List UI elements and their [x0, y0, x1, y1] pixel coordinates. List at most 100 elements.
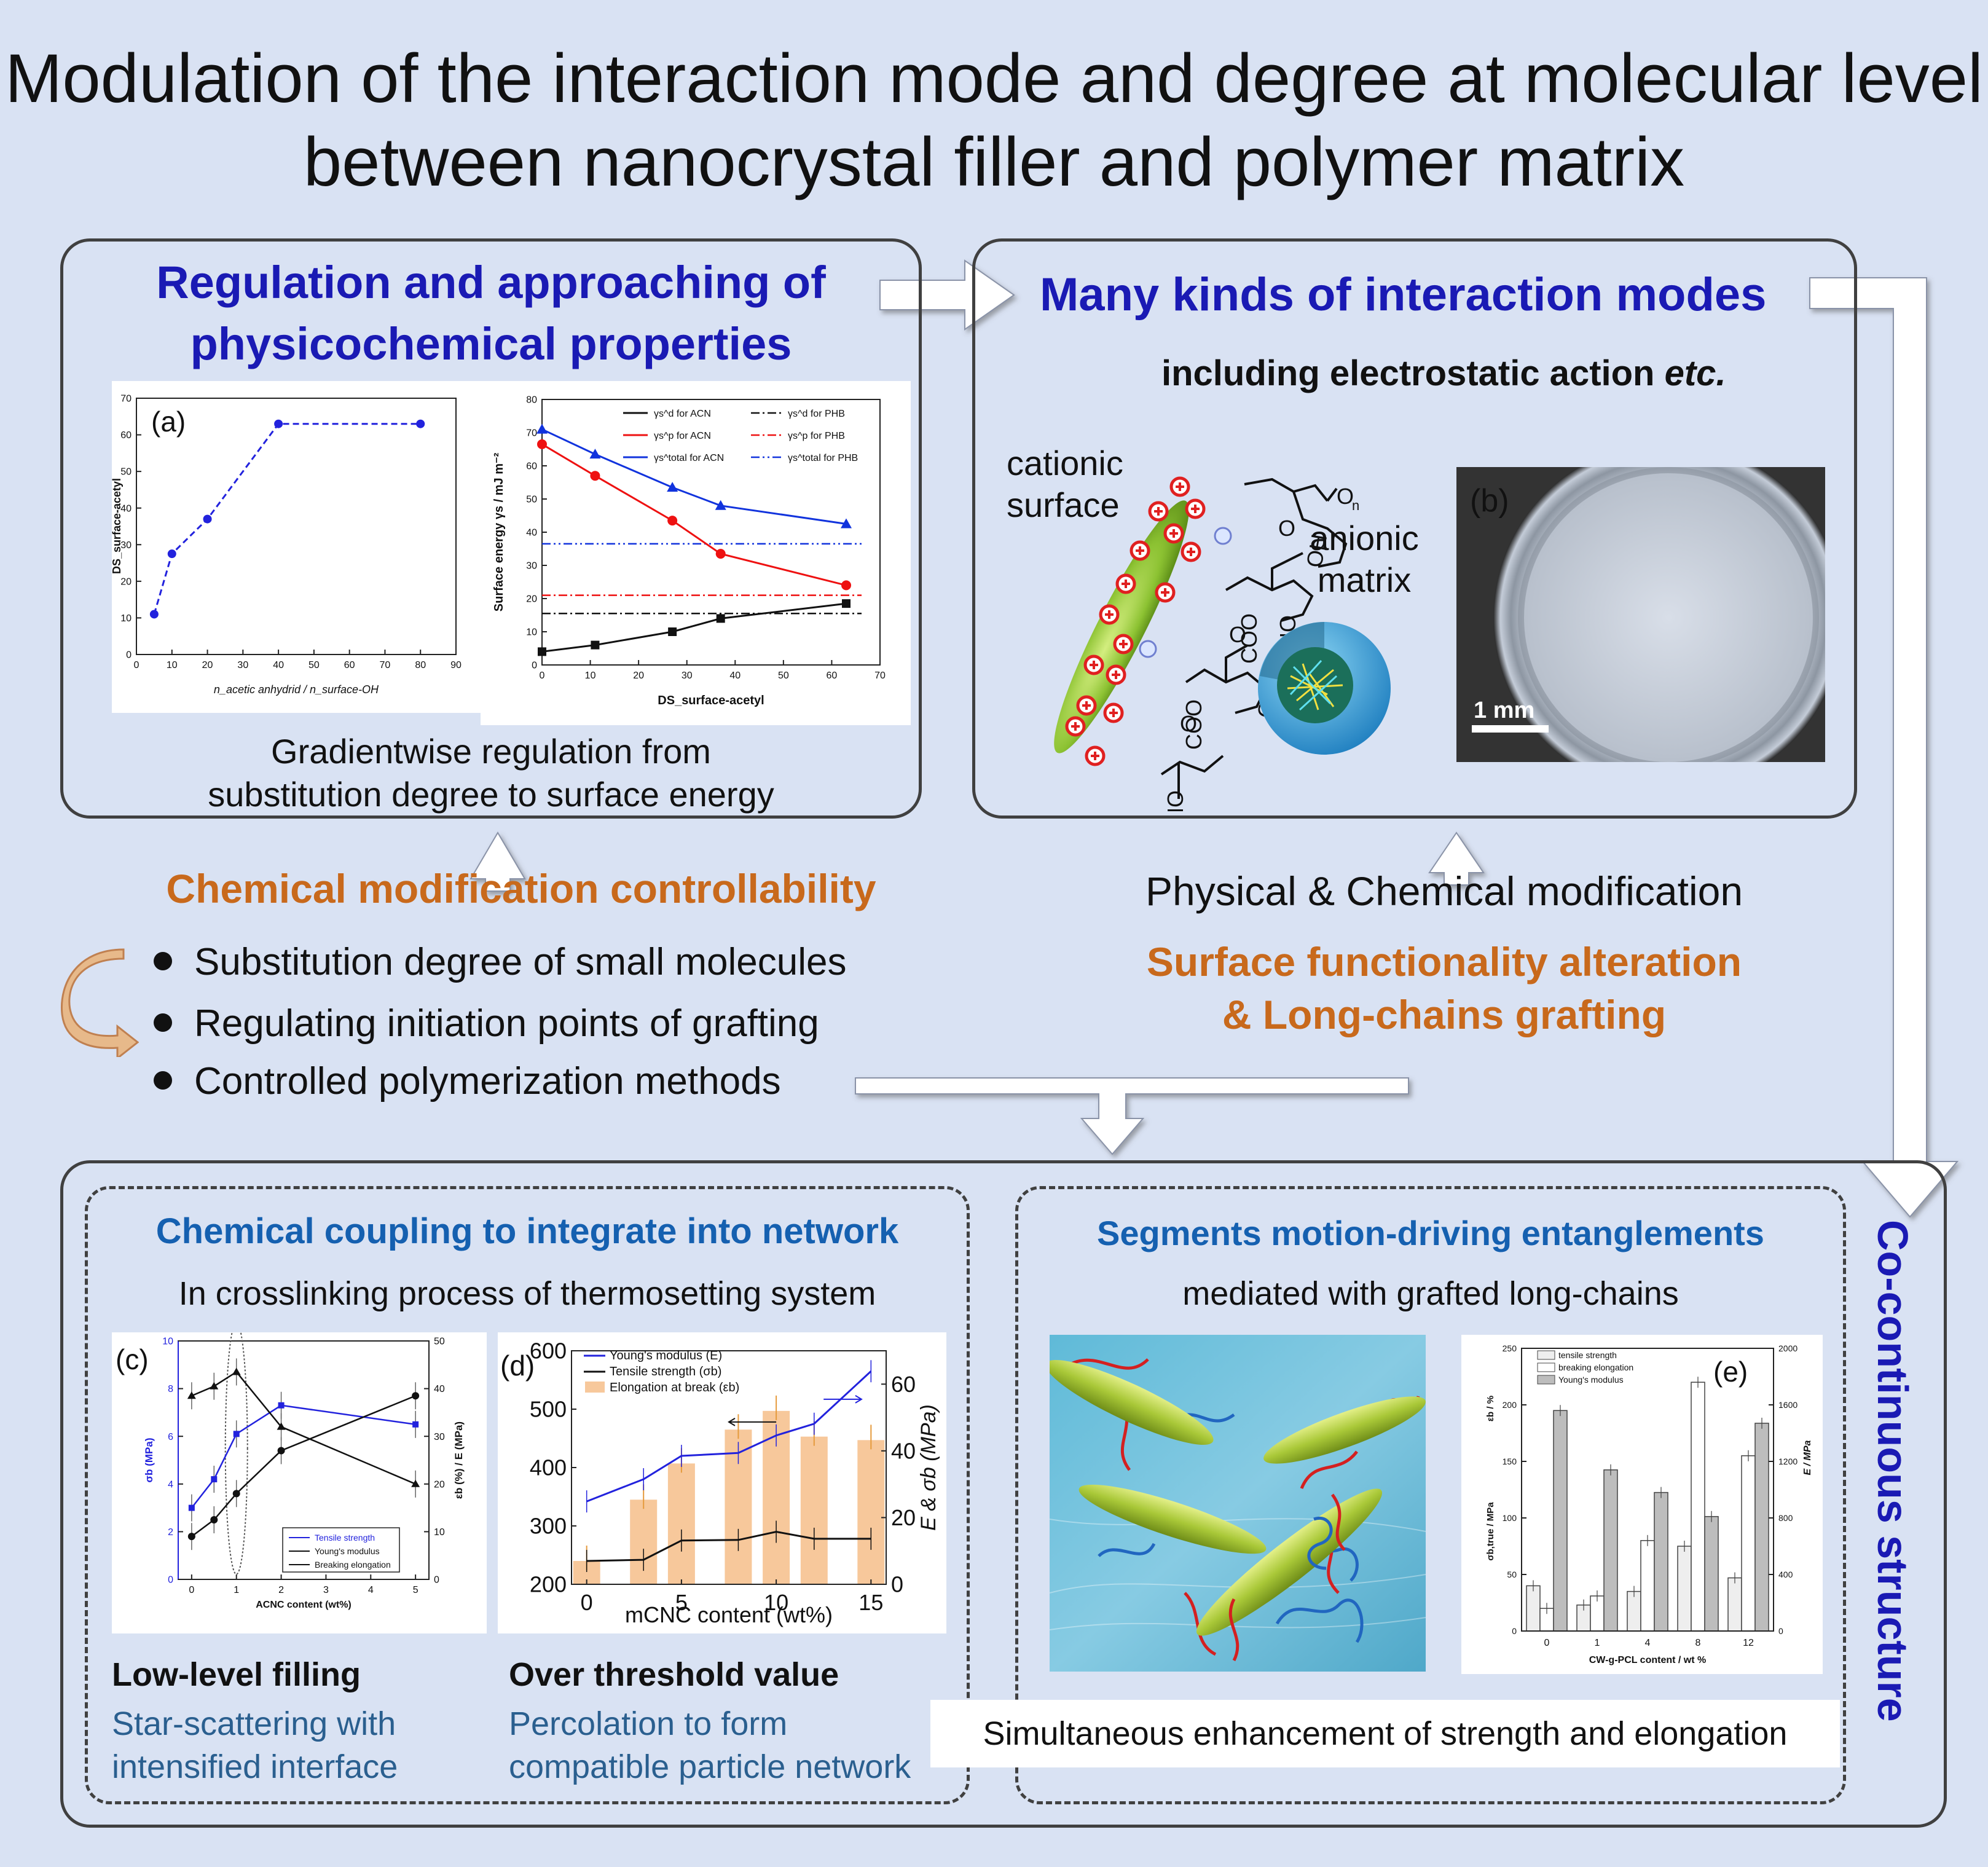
data-point: [716, 614, 725, 623]
x-tick-label: 5: [675, 1590, 688, 1615]
x-tick-label: 70: [380, 660, 391, 670]
anionic-matrix-sphere: [1258, 622, 1391, 755]
data-point: [232, 1490, 240, 1498]
legend-label: Young's modulus: [1558, 1375, 1624, 1385]
heading-line-1: Regulation and approaching of: [156, 257, 826, 308]
subheading-etc: etc.: [1664, 353, 1726, 393]
co-continuous-label: Co-continuous structure: [1869, 1220, 1917, 1722]
data-point: [211, 1476, 218, 1483]
data-point: [537, 439, 547, 449]
y-tick-label: 10: [120, 613, 132, 624]
y-tick-label: 800: [1778, 1513, 1793, 1523]
y-tick-label: 0: [891, 1572, 903, 1597]
chart-e-box: 0 1 4 8 12 0 50 100 150 200 250 0 400 800 1200 1600 2000…: [1461, 1335, 1823, 1674]
bullet-dot: [154, 951, 172, 970]
microcapsule-image: 1 mm (b): [1456, 467, 1825, 762]
x-axis-label: mCNC content (wt%): [625, 1602, 833, 1627]
y-axis-label: σb (MPa): [143, 1437, 155, 1482]
y-tick-label: 0: [1778, 1626, 1783, 1636]
chart-d: 0 5 10 15 200 300 400 500 600 0 20 40 60 Young's modu…: [500, 1338, 940, 1627]
x-tick-label: 4: [1645, 1638, 1651, 1648]
y-tick-label: 200: [1503, 1400, 1517, 1410]
arrow-left-to-right: [879, 259, 1015, 331]
y-tick-label: 50: [434, 1337, 445, 1347]
data-point: [274, 419, 283, 428]
orange-line-2: & Long-chains grafting: [1222, 992, 1667, 1037]
arrow-up-left: [469, 831, 526, 892]
plus-charge-icon: [1115, 573, 1136, 594]
arrow-bullets-to-bottom: [855, 1077, 1409, 1155]
x-tick-label: 70: [874, 670, 886, 681]
y-tick-label: 10: [434, 1527, 445, 1538]
plus-charge-icon: [1083, 654, 1104, 675]
x-tick-label: 8: [1695, 1638, 1701, 1648]
bullet-dot: [154, 1013, 172, 1032]
low-level-title: Low-level filling: [112, 1656, 361, 1693]
crosslinking-subheading: In crosslinking process of thermosetting…: [178, 1275, 876, 1312]
svg-text:OH: OH: [1302, 532, 1332, 569]
entanglements-heading: Segments motion-driving entanglements: [1097, 1214, 1764, 1252]
y-tick-label: 6: [168, 1432, 173, 1442]
legend-label: tensile strength: [1558, 1350, 1617, 1360]
negative-charges: [1139, 527, 1232, 658]
y-tick-label: 400: [530, 1455, 567, 1480]
positive-charges: [1065, 476, 1206, 766]
legend-label: Young's modulus: [315, 1546, 380, 1556]
arrow-up-right: [1428, 831, 1485, 886]
co-continuous-label-wrap: Co-continuous structure: [1869, 1220, 1936, 1810]
page-title: Modulation of the interaction mode and d…: [0, 37, 1988, 204]
legend-swatch: [1537, 1350, 1555, 1360]
y-tick-label: 20: [891, 1505, 916, 1530]
x-tick-label: 3: [323, 1585, 329, 1595]
bullet-text-3: Controlled polymerization methods: [194, 1060, 781, 1103]
electrostatic-illustration: COO COO HO OH OH HO O O O O n: [1054, 476, 1391, 811]
plus-charge-icon: [1181, 541, 1201, 562]
legend-label: Tensile strength (σb): [610, 1365, 721, 1378]
anionic-line-2: matrix: [1317, 560, 1412, 599]
chart-surface-energy-box: 0 10 20 30 40 50 60 70 0 10 20 30 40 50 60 70 80 γs^d for…: [481, 381, 911, 725]
y-axis-label-2: εb / %: [1485, 1396, 1496, 1421]
x-tick-label: 0: [1544, 1638, 1550, 1648]
highlight-ellipse: [224, 1321, 248, 1575]
x-tick-label: 40: [273, 660, 284, 670]
legend-label: Young's modulus (E): [610, 1349, 722, 1362]
y-tick-label: 20: [120, 576, 132, 587]
y-tick-label: 40: [891, 1438, 916, 1463]
anionic-polymer-chain: [1160, 478, 1348, 799]
legend-label: Breaking elongation: [315, 1560, 391, 1570]
x-tick-label: 1: [1595, 1638, 1600, 1648]
plus-charge-icon: [1106, 664, 1126, 685]
cationic-surface-label: cationic surface: [1007, 442, 1123, 526]
y-tick-label: 60: [891, 1372, 916, 1397]
y-tick-label: 50: [526, 495, 537, 505]
svg-text:n: n: [1352, 498, 1359, 513]
svg-text:O: O: [1337, 484, 1354, 509]
legend-swatch: [1537, 1375, 1555, 1385]
data-point: [210, 1516, 218, 1523]
bar: [1526, 1585, 1541, 1632]
x-tick-label: 0: [581, 1590, 593, 1615]
bar: [857, 1440, 885, 1584]
y-tick-label: 0: [532, 661, 537, 671]
data-point: [668, 627, 677, 636]
chart-d-box: 0 5 10 15 200 300 400 500 600 0 20 40 60 Young's modu…: [498, 1332, 946, 1633]
legend-label: breaking elongation: [1558, 1362, 1633, 1372]
x-tick-label: 10: [585, 670, 596, 681]
heading-line-2: physicochemical properties: [190, 318, 792, 369]
y-tick-label: 1600: [1778, 1400, 1797, 1410]
bar: [1754, 1423, 1769, 1632]
y2-axis-label: E & σb (MPa): [917, 1404, 940, 1531]
svg-text:COO: COO: [1236, 613, 1262, 664]
x-tick-label: 20: [202, 660, 213, 670]
interaction-modes-heading: Many kinds of interaction modes: [1040, 269, 1767, 321]
legend-swatch: [585, 1382, 605, 1393]
simultaneous-enhancement-caption: Simultaneous enhancement of strength and…: [930, 1700, 1840, 1767]
bullet-item-2: Regulating initiation points of grafting: [154, 1002, 846, 1059]
data-point: [412, 1392, 420, 1400]
y-tick-label: 10: [162, 1337, 173, 1347]
panel-e-label: (e): [1713, 1356, 1748, 1388]
plot-frame: [136, 398, 457, 655]
data-point: [203, 514, 212, 524]
